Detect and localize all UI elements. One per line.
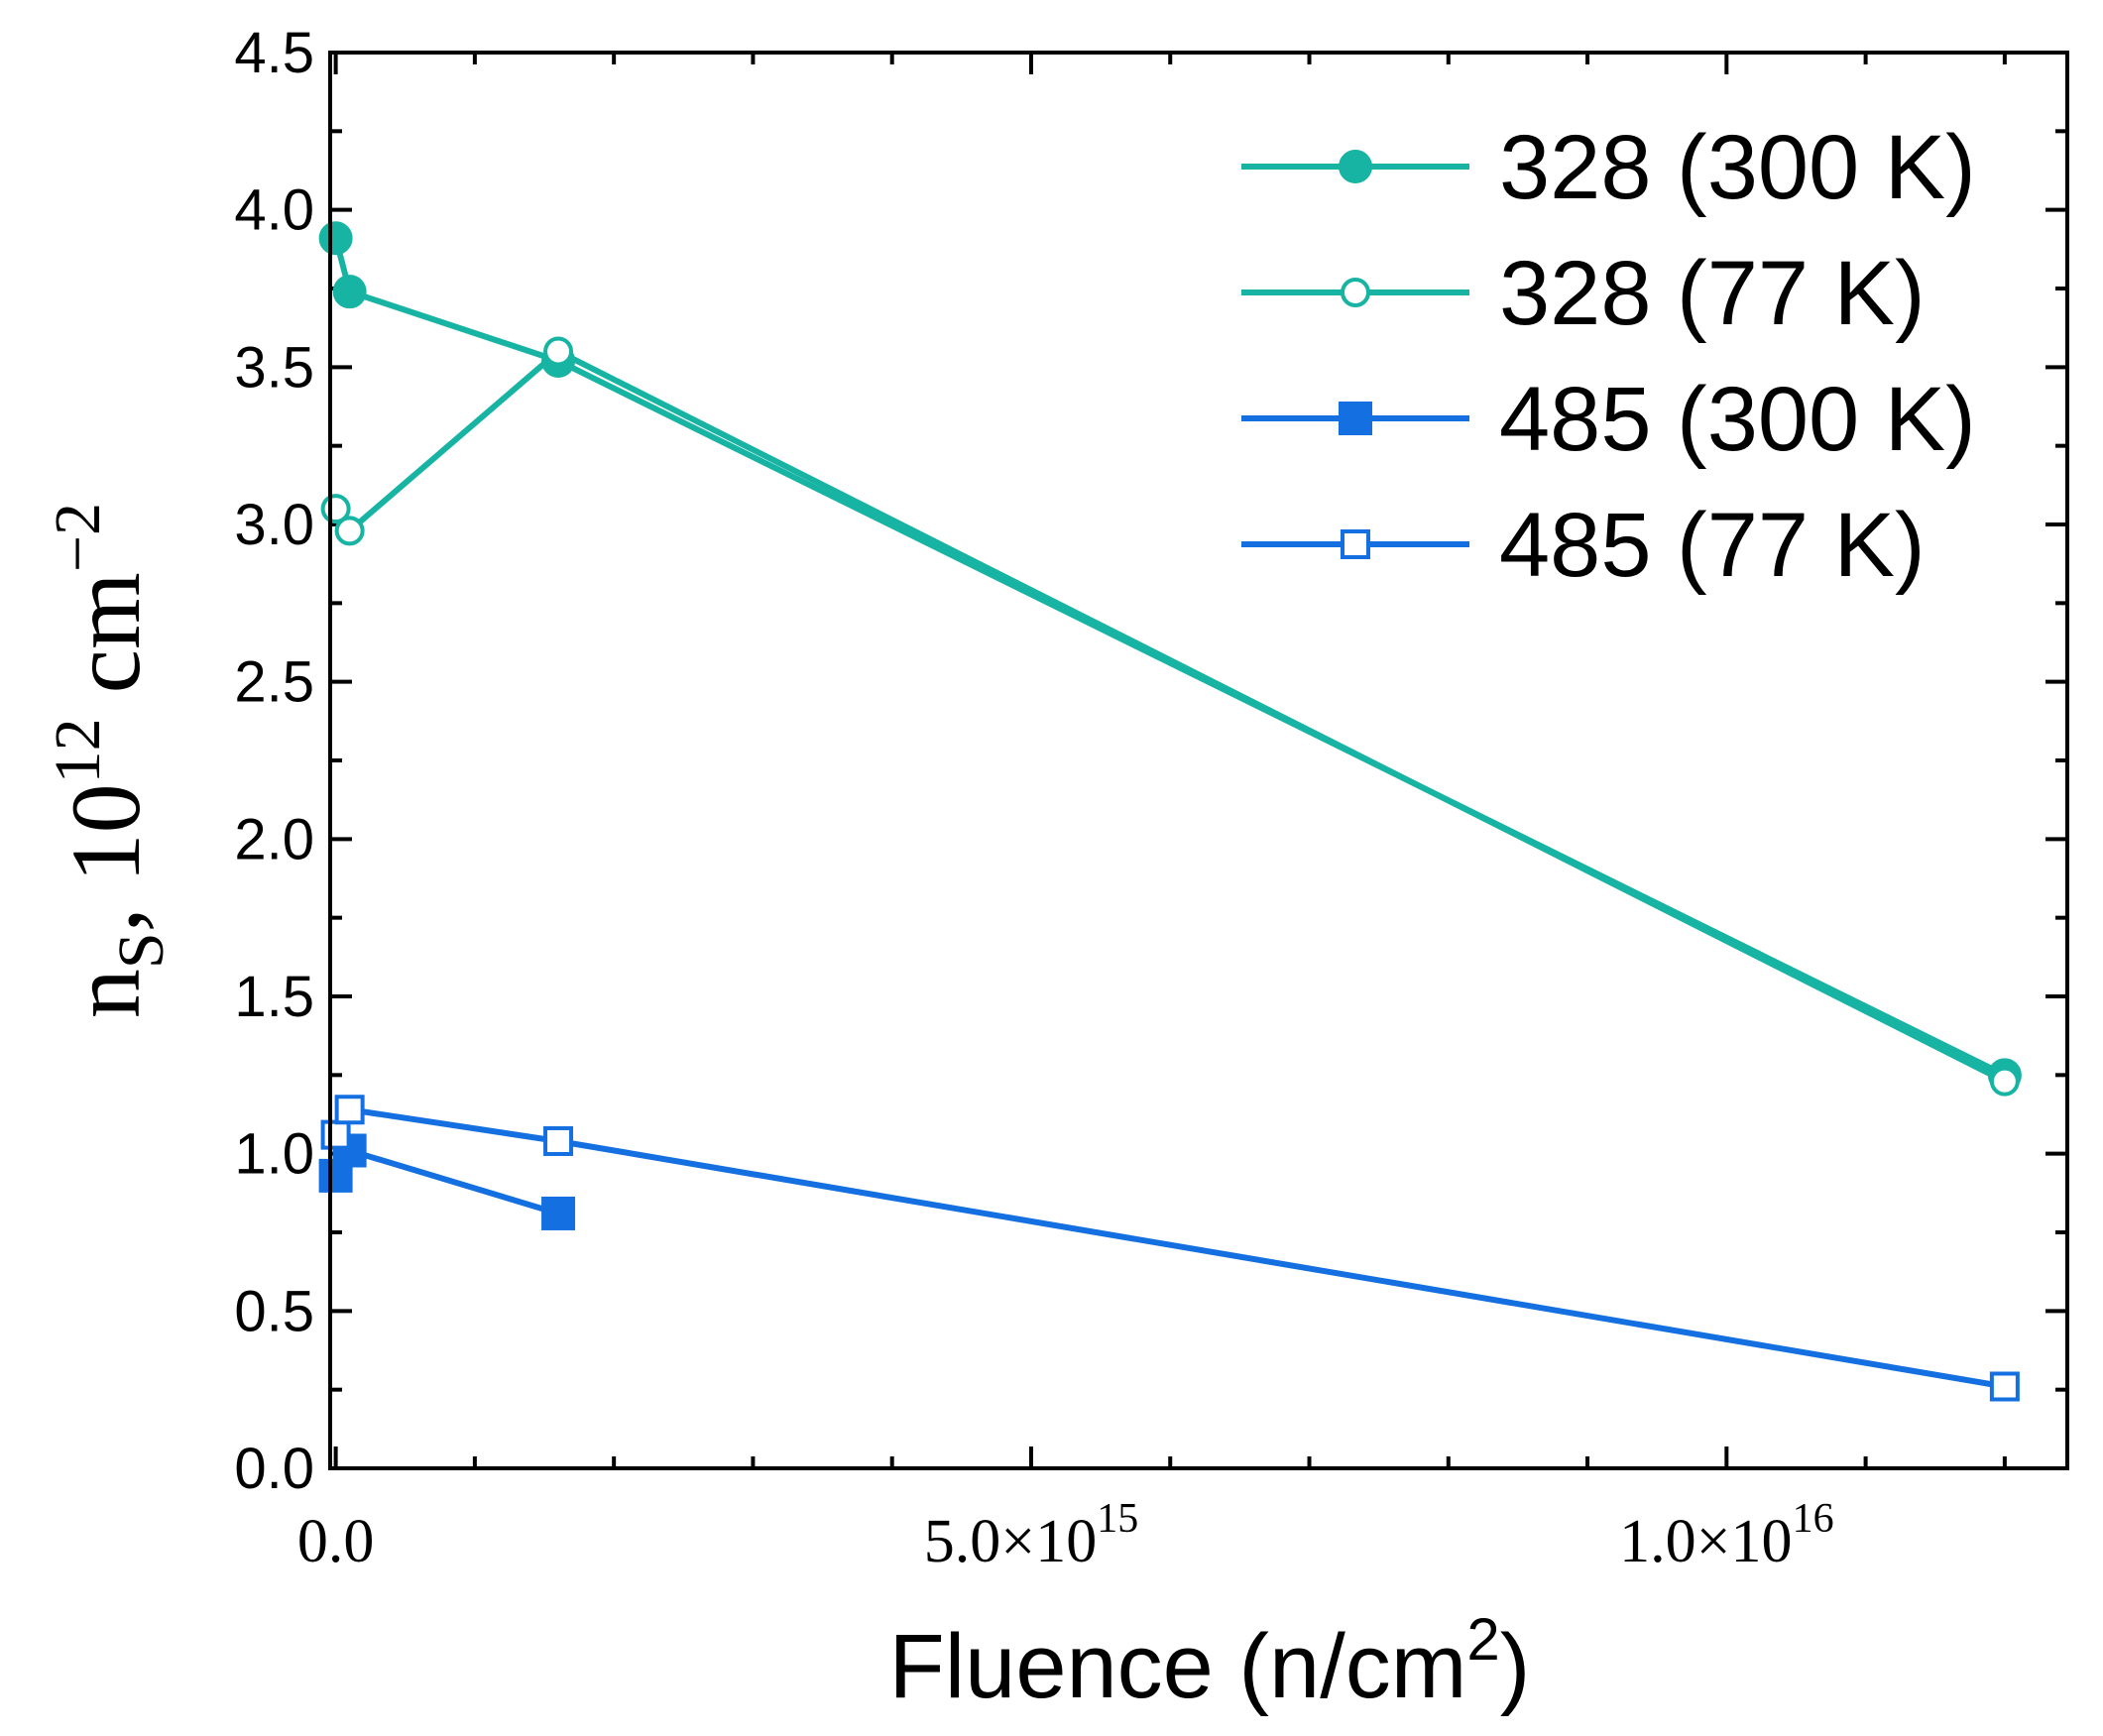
legend-marker	[1341, 278, 1370, 307]
y-axis-label: nS, 1012 cm−2	[42, 503, 177, 1018]
data-point	[334, 516, 365, 546]
y-tick-label: 1.0	[234, 1122, 314, 1187]
legend-label: 328 (77 K)	[1499, 243, 1926, 344]
legend-marker	[1339, 402, 1372, 435]
data-point	[543, 1125, 574, 1156]
legend-entry: 485 (77 K)	[1241, 495, 1926, 596]
data-point	[541, 1196, 576, 1230]
y-tick-labels: 0.0 0.5 1.0 1.5 2.0 2.5 3.0 3.5 4.0 4.5	[234, 21, 314, 1501]
y-tick-label: 4.0	[234, 178, 314, 243]
series-3	[320, 1095, 2020, 1402]
data-point	[1989, 1066, 2020, 1097]
legend-entry: 485 (300 K)	[1241, 369, 1976, 470]
series-2	[318, 1133, 576, 1230]
legend-entry: 328 (300 K)	[1241, 117, 1976, 218]
y-tick-label: 4.5	[234, 21, 314, 85]
data-point	[318, 221, 353, 256]
series-line	[332, 1147, 559, 1216]
data-point	[320, 1119, 351, 1150]
legend-label: 328 (300 K)	[1499, 117, 1976, 218]
legend-marker	[1339, 150, 1372, 183]
y-tick-label: 0.0	[234, 1437, 314, 1501]
data-point	[543, 336, 574, 367]
series-layer	[318, 221, 2022, 1402]
series-line	[332, 1106, 2006, 1390]
plot-frame	[328, 51, 2069, 1470]
y-tick-label: 1.5	[234, 965, 314, 1029]
y-tick-label: 2.0	[234, 807, 314, 871]
x-tick-label: 5.0×1015	[924, 1496, 1138, 1575]
legend-marker	[1341, 529, 1370, 559]
y-tick-label: 3.0	[234, 493, 314, 557]
data-point	[1989, 1371, 2020, 1402]
data-point	[334, 1095, 365, 1125]
data-point	[332, 275, 367, 309]
legend-label: 485 (77 K)	[1499, 495, 1926, 596]
y-tick-label: 3.5	[234, 335, 314, 400]
x-tick-labels: 0.0 5.0×1015 1.0×1016	[297, 1496, 1834, 1575]
legend: 328 (300 K) 328 (77 K) 485 (300 K) 485 (77 …	[1241, 117, 1976, 596]
x-axis-label: Fluence (n/cm2)	[889, 1606, 1531, 1717]
x-tick-label: 0.0	[297, 1508, 375, 1575]
legend-entry: 328 (77 K)	[1241, 243, 1926, 344]
legend-label: 485 (300 K)	[1499, 369, 1976, 470]
y-tick-label: 0.5	[234, 1279, 314, 1343]
x-tick-label: 1.0×1016	[1619, 1496, 1833, 1575]
y-tick-label: 2.5	[234, 650, 314, 715]
